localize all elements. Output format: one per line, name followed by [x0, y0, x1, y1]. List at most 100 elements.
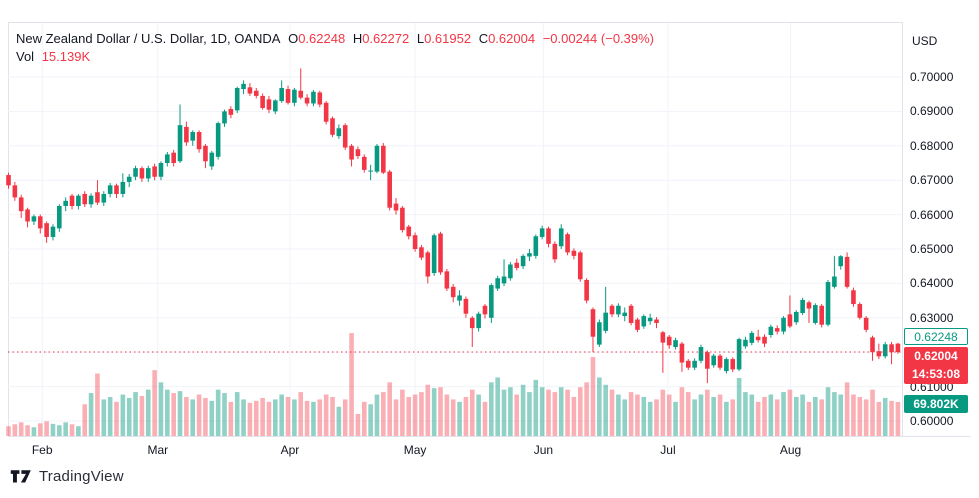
volume-bar: [203, 397, 208, 436]
volume-bar: [450, 399, 456, 436]
high-label: H: [352, 31, 363, 46]
price-tick-label: 0.64000: [910, 276, 954, 291]
month-tick-label: Jul: [660, 443, 676, 457]
candle-body: [387, 171, 392, 208]
candle-body: [762, 336, 767, 344]
volume-bar: [577, 387, 583, 436]
candle-body: [406, 226, 412, 237]
volume-bar: [374, 394, 380, 436]
candle-body: [552, 243, 558, 260]
candle-body: [825, 282, 831, 325]
candle-body: [857, 304, 863, 318]
candle-body: [743, 339, 748, 347]
volume-bar: [165, 389, 170, 436]
candle-body: [298, 90, 304, 98]
volume-badge: 69.802K: [904, 395, 968, 413]
volume-bar: [419, 392, 424, 436]
candle-body: [705, 352, 710, 369]
volume-bar: [851, 394, 856, 436]
bar-countdown: 14:53:08: [911, 367, 961, 381]
volume-bar: [755, 401, 761, 436]
candle-body: [292, 89, 297, 103]
volume-bar: [247, 402, 253, 436]
volume-bar: [495, 377, 500, 436]
candle-body: [438, 233, 443, 273]
candle-body: [57, 206, 62, 229]
candle-body: [832, 276, 837, 287]
candle-body: [616, 305, 621, 315]
volume-bar: [317, 399, 323, 436]
last-price-value: 0.62004: [914, 349, 958, 363]
volume-bar: [234, 392, 240, 436]
volume-bar: [37, 423, 43, 436]
volume-bar: [666, 394, 672, 436]
candle-body: [882, 344, 888, 357]
last-price-badge: 0.62004 14:53:08: [904, 347, 968, 384]
candle-body: [520, 255, 526, 267]
volume-bar: [717, 394, 723, 436]
volume-bar: [63, 422, 68, 436]
volume-bar: [889, 400, 894, 436]
candle-body: [393, 203, 399, 211]
candle-body: [838, 256, 844, 267]
volume-bar: [184, 396, 189, 436]
candle-body: [317, 92, 323, 105]
volume-bar: [825, 387, 831, 436]
candle-body: [82, 193, 88, 205]
candle-body: [698, 347, 704, 361]
price-tick-label: 0.68000: [910, 138, 954, 153]
candle-body: [844, 256, 850, 287]
candle-body: [196, 132, 202, 150]
candle-body: [603, 312, 608, 331]
volume-bar: [597, 377, 602, 436]
candle-body: [870, 337, 875, 353]
volume-bar: [622, 399, 628, 436]
volume-bar: [241, 399, 246, 436]
volume-bar: [285, 396, 291, 436]
time-axis[interactable]: Feb Mar Apr May Jun Jul Aug: [8, 436, 971, 462]
candle-body: [476, 313, 481, 329]
candle-body: [660, 332, 666, 343]
candle-body: [482, 305, 488, 315]
volume-bar: [304, 400, 310, 436]
volume-bar: [489, 382, 494, 436]
candle-body: [673, 340, 678, 348]
candle-body: [349, 145, 354, 160]
volume-bar: [692, 399, 697, 436]
volume-bar: [400, 389, 405, 436]
candle-body: [724, 359, 729, 372]
high-value: 0.62272: [362, 31, 410, 46]
volume-bar: [806, 401, 812, 436]
candle-body: [736, 339, 742, 370]
volume-bar: [298, 392, 304, 436]
volume-bar: [209, 400, 215, 436]
price-tick-label: 0.67000: [910, 173, 954, 188]
candle-body: [444, 271, 450, 289]
tradingview-branding[interactable]: TradingView: [10, 468, 124, 485]
candle-body: [215, 123, 221, 157]
volume-bar: [762, 396, 767, 436]
volume-bar: [139, 395, 145, 436]
price-axis[interactable]: USD 0.70000 0.69000 0.68000 0.67000 0.66000 0…: [902, 22, 971, 436]
volume-bar: [457, 401, 462, 436]
volume-bar: [895, 401, 901, 436]
volume-bar: [44, 421, 49, 436]
price-tick-label: 0.65000: [910, 242, 954, 256]
month-tick-label: Aug: [779, 443, 802, 457]
candle-body: [114, 185, 119, 194]
candle-body: [279, 88, 284, 102]
candle-body: [450, 286, 456, 298]
price-tick-label: 0.66000: [910, 207, 954, 222]
volume-value: 15.139K: [41, 49, 91, 64]
candle-body: [851, 290, 856, 305]
volume-bar: [819, 399, 824, 436]
candle-body: [139, 168, 145, 179]
volume-bar: [6, 426, 11, 436]
open-label: O: [288, 31, 299, 46]
candle-body: [266, 99, 272, 110]
symbol-title[interactable]: New Zealand Dollar / U.S. Dollar, 1D, OA…: [16, 31, 281, 46]
volume-bar: [514, 394, 520, 436]
candle-body: [158, 163, 164, 177]
